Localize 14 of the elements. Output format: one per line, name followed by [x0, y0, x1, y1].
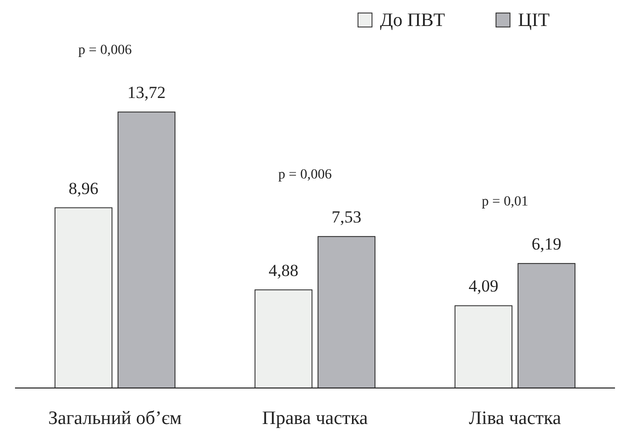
annotation: p = 0,006: [278, 168, 332, 183]
x-tick-label: Ліва частка: [468, 408, 562, 429]
annotation: p = 0,01: [482, 194, 528, 210]
data-label: 8,96: [68, 178, 98, 198]
legend-label: ЦІТ: [518, 10, 550, 31]
data-label: 7,53: [332, 208, 362, 227]
data-label: 4,09: [468, 276, 498, 296]
x-tick-label: Права частка: [262, 408, 368, 429]
legend-label: До ПВТ: [380, 10, 446, 31]
x-tick-label: Загальний об’єм: [48, 408, 182, 429]
text: p = 0,006: [78, 43, 132, 58]
data-label: 4,88: [268, 260, 298, 280]
data-label: 13,72: [127, 83, 166, 102]
data-label: 6,19: [532, 234, 562, 254]
